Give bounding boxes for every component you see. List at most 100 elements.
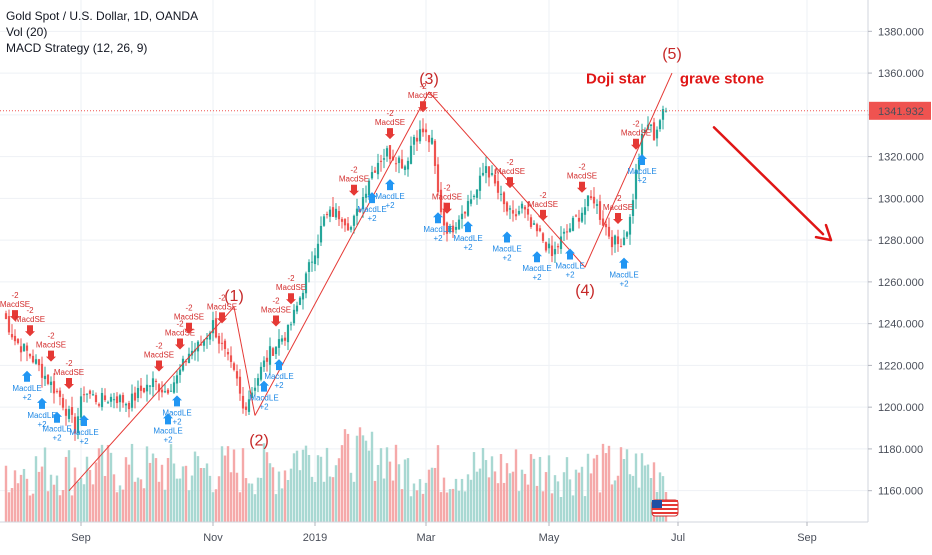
candle-body bbox=[604, 224, 608, 228]
candle-body bbox=[577, 217, 581, 222]
candle-body bbox=[61, 397, 65, 408]
candle-body bbox=[436, 164, 440, 193]
price-tick-label: 1300.000 bbox=[878, 193, 924, 205]
signal-short-label: MacdSE bbox=[165, 328, 195, 337]
candle-body bbox=[124, 403, 128, 406]
candle-body bbox=[487, 166, 491, 178]
signal-short-qty: -2 bbox=[632, 120, 640, 129]
candle-body bbox=[475, 189, 479, 198]
volume-bar bbox=[400, 489, 404, 522]
candle-body bbox=[220, 342, 224, 344]
signal-long-qty: +2 bbox=[637, 176, 647, 185]
volume-bar bbox=[139, 479, 143, 522]
volume-bar bbox=[40, 466, 44, 522]
candle-body bbox=[205, 337, 209, 340]
candle-body bbox=[22, 343, 26, 352]
volume-bar bbox=[613, 480, 617, 522]
candle-body bbox=[289, 324, 293, 326]
volume-bar bbox=[253, 494, 257, 522]
legend-strategy[interactable]: MACD Strategy (12, 26, 9) bbox=[6, 41, 148, 55]
volume-bar bbox=[499, 454, 503, 522]
volume-bar bbox=[301, 449, 305, 522]
candle-body bbox=[58, 390, 62, 397]
candle-body bbox=[649, 124, 653, 126]
candle-body bbox=[256, 378, 260, 386]
volume-bar bbox=[436, 445, 440, 522]
price-tick-label: 1260.000 bbox=[878, 277, 924, 289]
volume-bar bbox=[550, 493, 554, 522]
legend-symbol[interactable]: Gold Spot / U.S. Dollar, 1D, OANDA bbox=[6, 9, 199, 23]
signal-long-label: MacdLE bbox=[357, 205, 386, 214]
signal-long-arrow bbox=[163, 413, 173, 425]
volume-bar bbox=[127, 464, 131, 522]
volume-bar bbox=[538, 456, 542, 522]
candle-body bbox=[136, 387, 140, 398]
volume-bar bbox=[214, 489, 218, 522]
candle-body bbox=[121, 395, 125, 403]
signal-short-label: MacdSE bbox=[207, 302, 237, 311]
volume-bar bbox=[175, 478, 179, 522]
candle-body bbox=[451, 225, 455, 233]
candle-body bbox=[133, 392, 137, 401]
signal-short-qty: -2 bbox=[506, 158, 514, 167]
volume-bar bbox=[346, 433, 350, 522]
volume-bar bbox=[163, 489, 167, 522]
price-tick-label: 1380.000 bbox=[878, 26, 924, 38]
volume-bar bbox=[478, 468, 482, 522]
candle-body bbox=[442, 210, 446, 226]
candle-body bbox=[496, 181, 500, 193]
candle-body bbox=[286, 324, 290, 343]
volume-bar bbox=[295, 450, 299, 522]
candle-body bbox=[7, 316, 11, 333]
volume-bar bbox=[157, 481, 161, 522]
candle-body bbox=[418, 129, 422, 142]
volume-bar bbox=[427, 469, 431, 522]
time-axis: Sep Nov 2019 Mar May Jul Sep bbox=[0, 521, 868, 544]
volume-bar bbox=[67, 450, 71, 522]
signal-short-arrow bbox=[418, 101, 428, 113]
volume-bar bbox=[421, 493, 425, 522]
candle-body bbox=[253, 387, 257, 391]
volume-bar bbox=[100, 444, 104, 522]
volume-bar bbox=[319, 456, 323, 522]
time-tick-label: Mar bbox=[417, 532, 436, 544]
candle-body bbox=[535, 224, 539, 232]
signal-short-label: MacdSE bbox=[174, 313, 204, 322]
volume-bar bbox=[460, 478, 464, 522]
volume-bar bbox=[625, 449, 629, 522]
candle-body bbox=[472, 195, 476, 197]
volume-bar bbox=[394, 444, 398, 522]
candle-body bbox=[67, 409, 71, 419]
volume-bar bbox=[565, 457, 569, 522]
legend-volume[interactable]: Vol (20) bbox=[6, 25, 48, 39]
signal-short-label: MacdSE bbox=[432, 193, 462, 202]
candle-body bbox=[211, 320, 215, 334]
volume-bar bbox=[85, 456, 89, 522]
candle-body bbox=[76, 416, 80, 434]
volume-bar bbox=[106, 444, 110, 522]
signal-long-label: MacdLE bbox=[423, 225, 452, 234]
candle-body bbox=[352, 215, 356, 226]
candle-body bbox=[379, 160, 383, 162]
volume-bar bbox=[469, 479, 473, 522]
volume-bar bbox=[451, 488, 455, 522]
candle-body bbox=[244, 406, 248, 410]
candle-body bbox=[169, 390, 173, 392]
volume-bar bbox=[490, 456, 494, 522]
volume-bar bbox=[643, 465, 647, 522]
flag-stripe bbox=[652, 512, 678, 514]
volume-bar bbox=[193, 451, 197, 522]
signal-short-qty: -2 bbox=[65, 359, 73, 368]
signal-long-arrow bbox=[619, 257, 629, 269]
volume-bar bbox=[88, 469, 92, 522]
signal-long-qty: +2 bbox=[502, 254, 512, 263]
volume-bar bbox=[55, 475, 59, 522]
candle-body bbox=[94, 395, 98, 403]
volume-bar bbox=[190, 475, 194, 522]
candle-body bbox=[493, 174, 497, 184]
candle-body bbox=[439, 189, 443, 213]
candle-body bbox=[373, 170, 377, 173]
candle-body bbox=[490, 173, 494, 175]
